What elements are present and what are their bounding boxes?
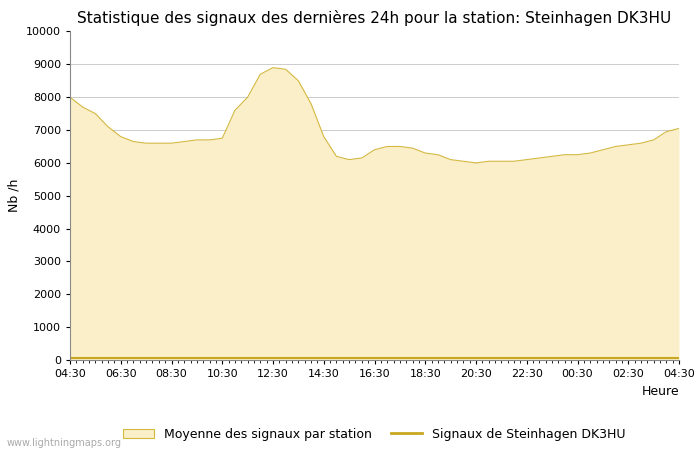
Legend: Moyenne des signaux par station, Signaux de Steinhagen DK3HU: Moyenne des signaux par station, Signaux… bbox=[118, 423, 631, 446]
Text: www.lightningmaps.org: www.lightningmaps.org bbox=[7, 438, 122, 448]
Y-axis label: Nb /h: Nb /h bbox=[8, 179, 20, 212]
Title: Statistique des signaux des dernières 24h pour la station: Steinhagen DK3HU: Statistique des signaux des dernières 24… bbox=[78, 10, 671, 26]
X-axis label: Heure: Heure bbox=[641, 385, 679, 398]
